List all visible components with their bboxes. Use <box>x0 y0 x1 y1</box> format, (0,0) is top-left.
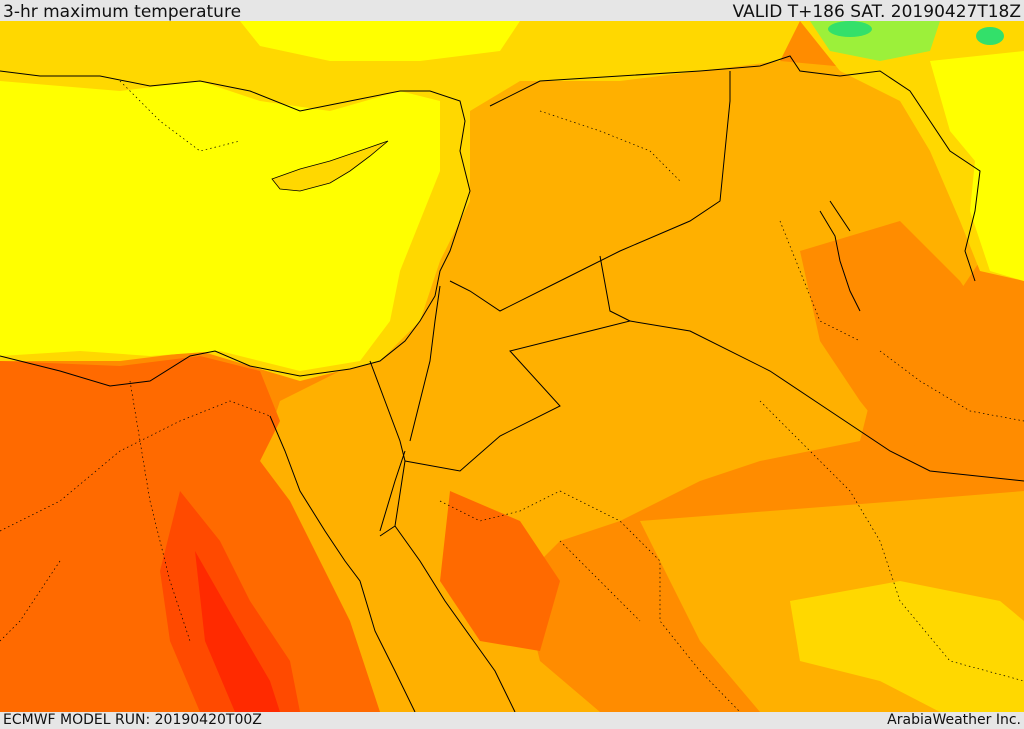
map-canvas <box>0 21 1024 712</box>
fill-red <box>195 551 280 712</box>
fill-hot-arabia <box>440 491 560 651</box>
admin-lines <box>0 80 1024 712</box>
fill-red-orange <box>160 491 300 712</box>
fill-yellow-north <box>240 21 520 61</box>
map-title: 3-hr maximum temperature <box>3 2 242 22</box>
fill-hot-iraq <box>800 221 1000 451</box>
coastlines <box>0 70 861 712</box>
fill-yellow-east <box>930 51 1024 281</box>
valid-time-label: VALID T+186 SAT. 20190427T18Z <box>732 2 1021 22</box>
cyprus <box>271 140 389 192</box>
header-bar: 3-hr maximum temperature VALID T+186 SAT… <box>0 0 1024 22</box>
country-borders <box>369 55 1024 537</box>
temperature-map[interactable] <box>0 21 1024 712</box>
fill-yellow-med <box>0 81 440 371</box>
credit-label: ArabiaWeather Inc. <box>887 712 1021 728</box>
fill-cool-ne <box>976 27 1004 45</box>
footer-bar: ECMWF MODEL RUN: 20190420T00Z ArabiaWeat… <box>0 712 1024 729</box>
fill-yellow-se <box>790 581 1024 712</box>
fill-cool-ne2 <box>828 21 872 37</box>
model-run-label: ECMWF MODEL RUN: 20190420T00Z <box>3 712 262 728</box>
